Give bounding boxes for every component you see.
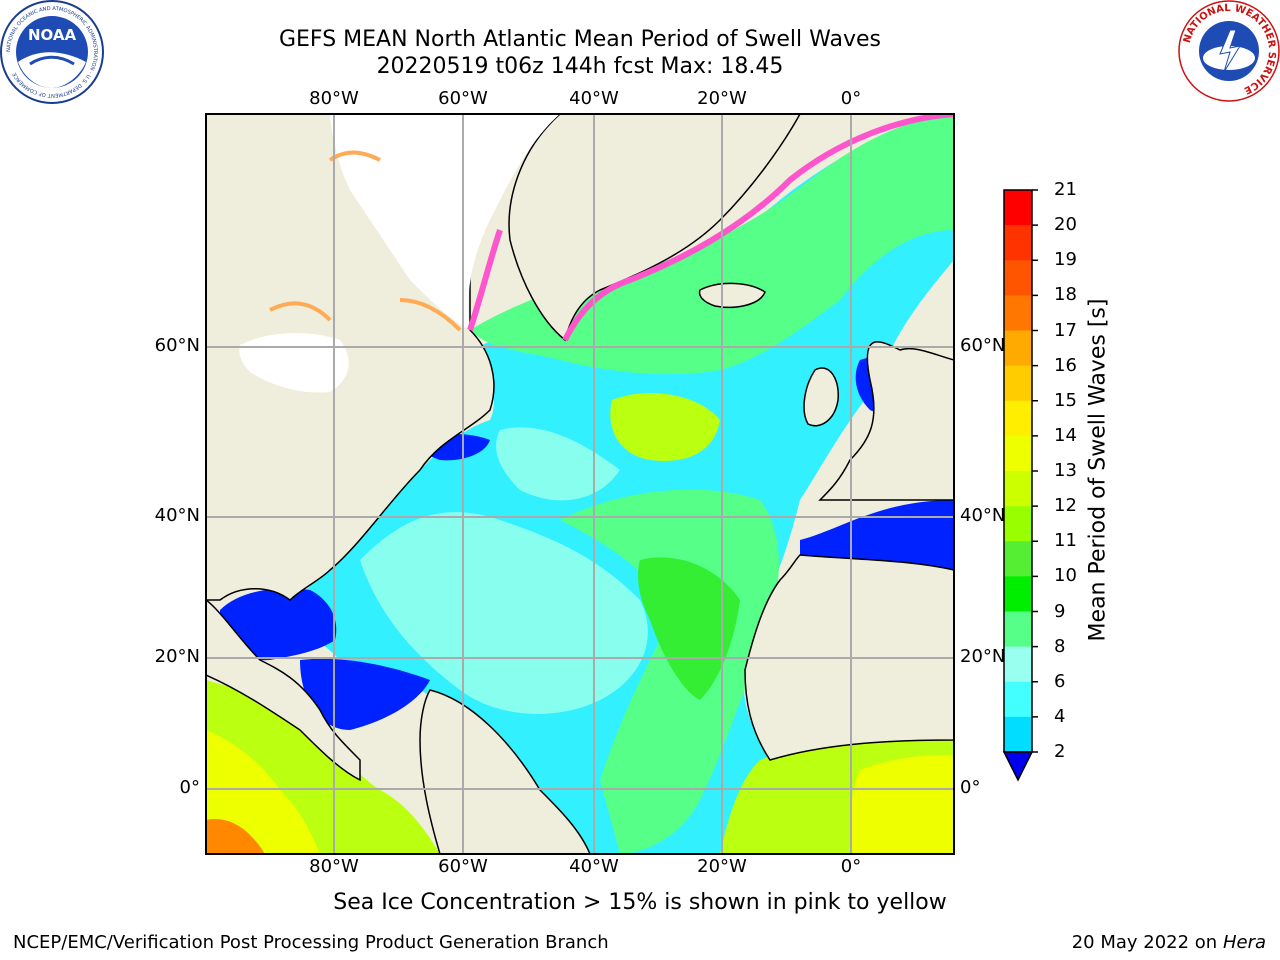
colorbar-tick-label: 14	[1054, 424, 1077, 446]
swell-yellow-south	[850, 755, 954, 854]
colorbar-tick-label: 16	[1054, 354, 1077, 376]
colorbar-segment	[1004, 400, 1032, 437]
map-frame	[205, 113, 955, 855]
colorbar-segment	[1004, 225, 1032, 261]
ocean-lightcyan-patch-2	[496, 427, 620, 501]
nws-logo: NATIONAL WEATHER SERVICE	[1178, 0, 1280, 102]
colorbar-segment	[1004, 295, 1032, 331]
lat-label-right-0: 0°	[960, 777, 981, 798]
colorbar	[1002, 189, 1038, 782]
graticule	[206, 114, 954, 854]
colorbar-segment	[1004, 611, 1032, 648]
lon-label-bottom-0: 0°	[840, 856, 862, 877]
lon-label-bottom-20w: 20°W	[697, 856, 747, 877]
colorbar-segment	[1004, 365, 1032, 402]
iceland	[698, 282, 766, 309]
colorbar-extend-triangle	[1002, 751, 1034, 782]
swell-green-band-south	[560, 489, 779, 854]
swell-green-band-north	[470, 114, 954, 375]
date-text: 20 May 2022 on	[1071, 932, 1218, 953]
colorbar-segment	[1004, 471, 1032, 507]
lon-label-bottom-80w: 80°W	[309, 856, 359, 877]
map-plot-area	[206, 114, 954, 854]
ocean-lightcyan-patch	[360, 512, 648, 714]
lon-label-top-40w: 40°W	[569, 88, 619, 109]
colorbar-segment	[1004, 681, 1032, 718]
ocean-pacific-yellow	[206, 730, 320, 854]
lat-label-left-0: 0°	[179, 777, 200, 798]
colorbar-tick-label: 11	[1054, 530, 1077, 552]
caribbean-sea	[300, 658, 430, 730]
noaa-text: NOAA	[28, 26, 77, 44]
colorbar-label: Mean Period of Swell Waves [s]	[1085, 298, 1111, 642]
sea-ice-note: Sea Ice Concentration > 15% is shown in …	[333, 890, 947, 915]
lon-label-bottom-60w: 60°W	[438, 856, 488, 877]
colorbar-segment	[1004, 576, 1032, 612]
swell-yellowgreen-patch	[610, 392, 720, 461]
lat-label-left-40n: 40°N	[154, 505, 200, 526]
swell-green-core	[638, 557, 740, 700]
europe	[818, 230, 954, 501]
credit-line: NCEP/EMC/Verification Post Processing Pr…	[13, 932, 609, 953]
lat-label-right-40n: 40°N	[960, 505, 1006, 526]
date-stamp: 20 May 2022 on Hera	[1072, 932, 1266, 953]
greenland	[508, 114, 801, 342]
noaa-logo: NATIONAL OCEANIC AND ATMOSPHERIC ADMINIS…	[0, 0, 104, 104]
colorbar-segment	[1004, 506, 1032, 542]
lon-label-top-0: 0°	[840, 88, 862, 109]
colorbar-segment	[1004, 716, 1032, 753]
lat-label-left-20n: 20°N	[154, 646, 200, 667]
colorbar-tick-label: 18	[1054, 284, 1077, 306]
british-isles	[803, 367, 839, 427]
colorbar-tick-label: 12	[1054, 495, 1077, 517]
colorbar-segment	[1004, 435, 1032, 472]
map-subtitle: 20220519 t06z 144h fcst Max: 18.45	[376, 54, 784, 79]
ocean-pacific-orange	[206, 819, 265, 854]
colorbar-tick-label: 9	[1054, 600, 1066, 622]
central-america	[206, 599, 361, 782]
colorbar-tick-label: 10	[1054, 565, 1077, 587]
colorbar-segment	[1004, 330, 1032, 367]
colorbar-tick-label: 2	[1054, 741, 1066, 762]
sea-ice-edge-pink	[467, 114, 954, 342]
lat-label-right-60n: 60°N	[960, 335, 1006, 356]
colorbar-segment	[1004, 190, 1032, 226]
colorbar-tick-label: 21	[1054, 179, 1077, 200]
machine-name: Hera	[1222, 932, 1266, 953]
colorbar-tick-label: 6	[1054, 670, 1066, 692]
lon-label-top-20w: 20°W	[697, 88, 747, 109]
colorbar-tick-label: 4	[1054, 705, 1066, 727]
colorbar-segment	[1004, 260, 1032, 296]
lat-label-right-20n: 20°N	[960, 646, 1006, 667]
colorbar-tick-label: 17	[1054, 319, 1077, 341]
colorbar-tick-label: 8	[1054, 635, 1066, 657]
gulf-of-mexico	[220, 588, 337, 661]
colorbar-tick-label: 13	[1054, 460, 1077, 481]
colorbar-tick-label: 15	[1054, 389, 1077, 411]
colorbar-segment	[1004, 646, 1032, 683]
colorbar-segment	[1004, 541, 1032, 577]
lon-label-top-80w: 80°W	[309, 88, 359, 109]
map-title: GEFS MEAN North Atlantic Mean Period of …	[278, 27, 881, 52]
lon-label-bottom-40w: 40°W	[569, 856, 619, 877]
sea-ice-arctic	[330, 114, 560, 330]
colorbar-tick-label: 19	[1054, 249, 1077, 271]
lat-label-left-60n: 60°N	[154, 335, 200, 356]
colorbar-tick-label: 20	[1054, 214, 1077, 236]
lon-label-top-60w: 60°W	[438, 88, 488, 109]
